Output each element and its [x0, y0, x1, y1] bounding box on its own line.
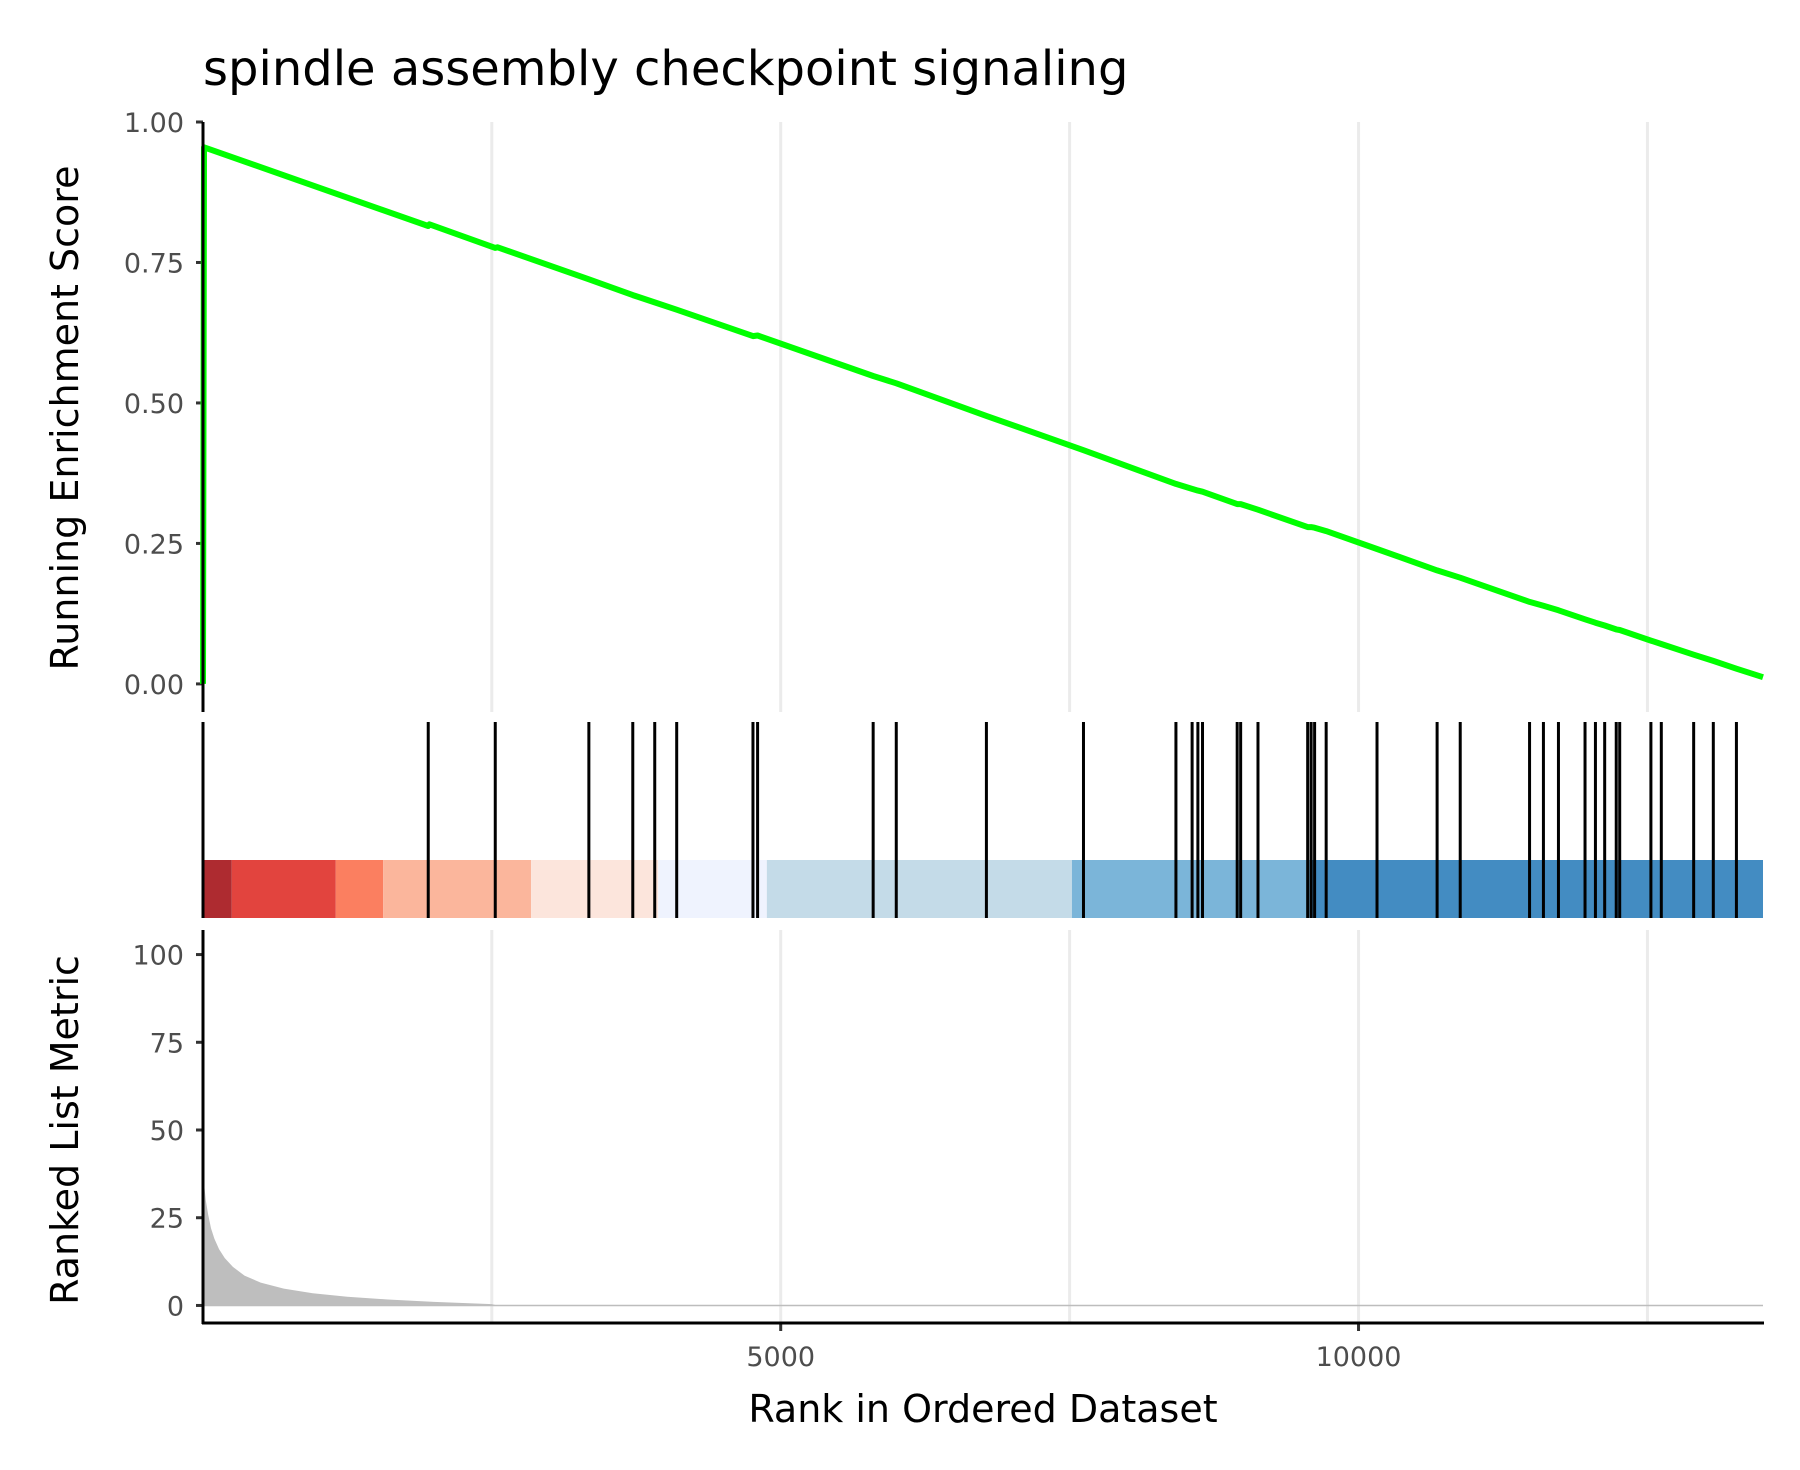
rank-color-band-0 [203, 860, 232, 918]
bottom-gridlines [490, 930, 1649, 1323]
x-axis-ticks: 5000 10000 [746, 1323, 1401, 1373]
running-score-panel: 0.00 0.25 0.50 0.75 1.00 Running Enrichment … [43, 108, 1764, 712]
running-score-y-tick-label-3: 0.75 [124, 248, 184, 279]
running-score-y-tick-label-2: 0.50 [124, 389, 184, 420]
rank-color-band-2 [335, 860, 384, 918]
ranked-metric-y-tick-label-2: 50 [150, 1116, 184, 1147]
ranked-metric-y-tick-label-3: 75 [150, 1028, 184, 1059]
rank-color-band-6 [766, 860, 1072, 918]
running-score-y-tick-label-0: 0.00 [124, 670, 184, 701]
ranked-metric-y-axis: 0 25 50 75 100 [132, 941, 203, 1322]
running-score-y-tick-label-4: 1.00 [124, 108, 184, 139]
running-score-y-title: Running Enrichment Score [43, 166, 87, 671]
running-score-line [200, 144, 1764, 684]
rank-color-band-8 [1312, 860, 1763, 918]
gene-hits-panel [201, 722, 1763, 918]
ranked-metric-y-title: Ranked List Metric [43, 955, 87, 1305]
top-gridlines [490, 122, 1649, 712]
x-tick-label-0: 5000 [746, 1342, 815, 1373]
running-score-y-axis: 0.00 0.25 0.50 0.75 1.00 [124, 108, 203, 701]
rank-color-band-5 [658, 860, 767, 918]
x-axis-title: Rank in Ordered Dataset [748, 1387, 1217, 1431]
running-score-y-tick-label-1: 0.25 [124, 529, 184, 560]
ranked-metric-y-tick-label-0: 0 [167, 1291, 184, 1322]
rank-color-band-4 [531, 860, 659, 918]
rank-color-band-3 [383, 860, 532, 918]
ranked-metric-y-tick-label-4: 100 [132, 941, 184, 972]
rank-color-band-1 [231, 860, 336, 918]
rank-color-bar [203, 860, 1763, 918]
gene-hit-marks [426, 722, 1738, 918]
x-tick-label-1: 10000 [1316, 1342, 1402, 1373]
ranked-metric-y-tick-label-1: 25 [150, 1204, 184, 1235]
chart-title: spindle assembly checkpoint signaling [203, 41, 1128, 97]
